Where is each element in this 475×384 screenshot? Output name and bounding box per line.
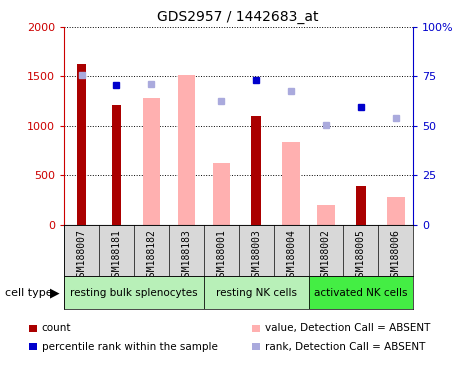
- Bar: [112, 105, 121, 225]
- Text: GSM188007: GSM188007: [76, 229, 86, 281]
- Text: rank, Detection Call = ABSENT: rank, Detection Call = ABSENT: [265, 342, 426, 352]
- Text: cell type: cell type: [5, 288, 52, 298]
- Bar: [212, 163, 230, 225]
- Text: resting NK cells: resting NK cells: [216, 288, 297, 298]
- Text: GSM188181: GSM188181: [112, 229, 122, 281]
- Text: GSM188004: GSM188004: [286, 229, 296, 281]
- Bar: [64, 276, 204, 309]
- Text: GSM188182: GSM188182: [146, 229, 156, 281]
- Text: GSM188003: GSM188003: [251, 229, 261, 281]
- Text: ▶: ▶: [50, 286, 59, 299]
- Bar: [251, 116, 261, 225]
- Text: GDS2957 / 1442683_at: GDS2957 / 1442683_at: [157, 10, 318, 23]
- Bar: [77, 65, 86, 225]
- Text: percentile rank within the sample: percentile rank within the sample: [42, 342, 218, 352]
- Bar: [356, 186, 366, 225]
- Bar: [317, 205, 335, 225]
- Text: GSM188005: GSM188005: [356, 229, 366, 281]
- Bar: [387, 197, 405, 225]
- Text: resting bulk splenocytes: resting bulk splenocytes: [70, 288, 198, 298]
- Text: activated NK cells: activated NK cells: [314, 288, 408, 298]
- Bar: [142, 98, 160, 225]
- Bar: [204, 276, 309, 309]
- Text: count: count: [42, 323, 71, 333]
- Text: GSM188001: GSM188001: [216, 229, 226, 281]
- Bar: [282, 142, 300, 225]
- Text: GSM188002: GSM188002: [321, 229, 331, 281]
- Bar: [178, 75, 195, 225]
- Bar: [309, 276, 413, 309]
- Text: value, Detection Call = ABSENT: value, Detection Call = ABSENT: [265, 323, 430, 333]
- Text: GSM188183: GSM188183: [181, 229, 191, 281]
- Text: GSM188006: GSM188006: [391, 229, 401, 281]
